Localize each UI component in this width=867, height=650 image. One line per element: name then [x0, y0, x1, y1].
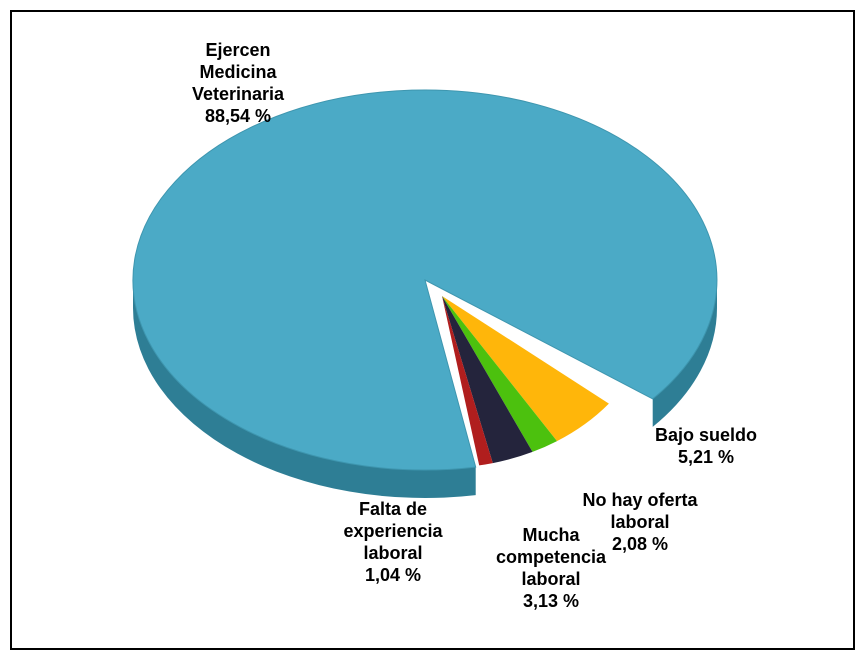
pie-labels: Ejercen Medicina Veterinaria 88,54 % Bajo su…	[192, 40, 757, 611]
data-label-bajo-sueldo: Bajo sueldo 5,21 %	[655, 425, 757, 467]
data-label-falta-de-experiencia-laboral: Falta de experiencia laboral 1,04 %	[343, 499, 443, 585]
data-label-mucha-competencia-laboral: Mucha competencia laboral 3,13 %	[496, 525, 607, 611]
slice-no-hay-oferta-laboral	[442, 296, 557, 452]
slice-bajo-sueldo	[442, 296, 609, 442]
data-label-no-hay-oferta-laboral: No hay oferta laboral 2,08 %	[582, 490, 698, 554]
slice-mucha-competencia-laboral	[442, 296, 533, 464]
data-label-ejercen-medicina-veterinaria: Ejercen Medicina Veterinaria 88,54 %	[192, 40, 285, 126]
slice-falta-de-experiencia-laboral	[442, 296, 493, 466]
slice-side-ejercen-medicina-veterinaria	[133, 280, 476, 498]
slice-ejercen-medicina-veterinaria	[132, 89, 718, 471]
pie-chart: Ejercen Medicina Veterinaria 88,54 % Bajo su…	[132, 40, 757, 611]
slice-side-ejercen-medicina-veterinaria	[652, 280, 717, 427]
pie-slices	[132, 89, 718, 498]
